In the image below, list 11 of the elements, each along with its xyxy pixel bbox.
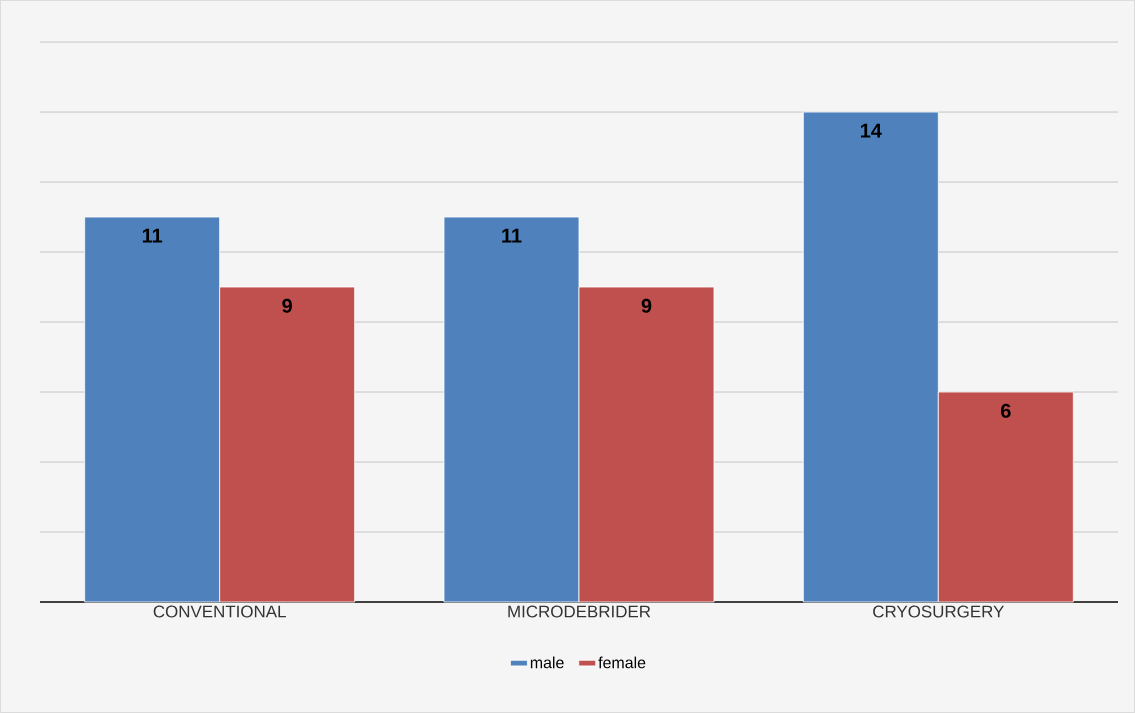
data-label: 11 xyxy=(502,228,522,243)
legend-label: female xyxy=(598,656,646,669)
x-tick-label: CONVENTIONAL xyxy=(153,605,286,618)
data-label: 9 xyxy=(282,298,292,313)
legend-label: male xyxy=(530,656,564,669)
x-tick-label: MICRODEBRIDER xyxy=(508,605,651,618)
data-label: 14 xyxy=(860,123,882,138)
data-label: 9 xyxy=(641,298,652,313)
data-label: 11 xyxy=(142,228,163,243)
data-label: 6 xyxy=(1001,403,1011,418)
x-tick-label: CRYOSURGERY xyxy=(873,605,1004,618)
